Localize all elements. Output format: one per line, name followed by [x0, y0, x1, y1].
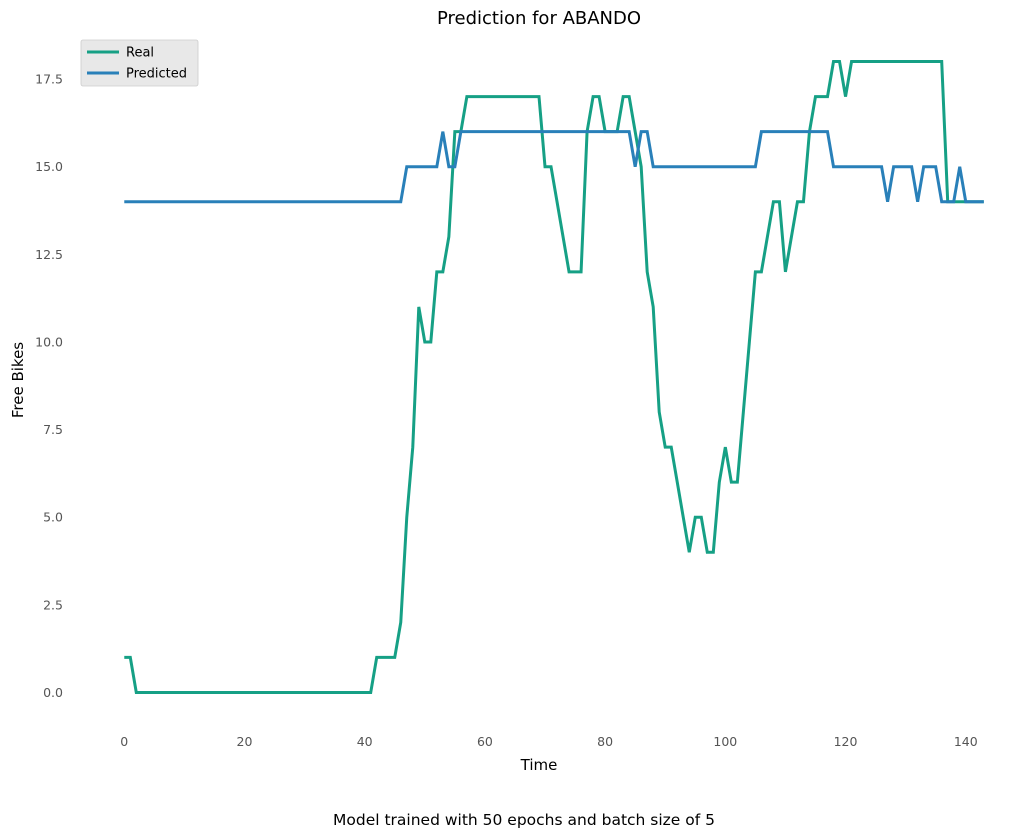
x-tick-label: 120 — [834, 734, 858, 749]
y-tick-label: 15.0 — [35, 159, 63, 174]
x-tick-label: 20 — [237, 734, 253, 749]
y-tick-label: 2.5 — [43, 597, 63, 612]
chart-title: Prediction for ABANDO — [437, 8, 641, 29]
x-tick-label: 40 — [357, 734, 373, 749]
y-axis-label: Free Bikes — [9, 342, 27, 418]
plot-lines — [124, 60, 984, 694]
y-tick-label: 10.0 — [35, 334, 63, 349]
y-tick-label: 12.5 — [35, 247, 63, 262]
x-axis-ticks: 0 20 40 60 80 100 120 140 — [120, 734, 977, 749]
series-line-predicted — [124, 130, 984, 204]
legend: Real Predicted — [80, 39, 199, 87]
y-tick-label: 5.0 — [43, 510, 63, 525]
y-axis-ticks: 0.0 2.5 5.0 7.5 10.0 12.5 15.0 17.5 — [35, 72, 63, 700]
x-tick-label: 100 — [713, 734, 737, 749]
x-axis-label: Time — [520, 756, 558, 774]
y-tick-label: 0.0 — [43, 685, 63, 700]
legend-label-predicted: Predicted — [126, 67, 187, 82]
legend-label-real: Real — [126, 46, 154, 61]
x-tick-label: 0 — [120, 734, 128, 749]
y-tick-label: 7.5 — [43, 422, 63, 437]
x-tick-label: 140 — [954, 734, 978, 749]
y-tick-label: 17.5 — [35, 72, 63, 87]
series-line-real — [124, 60, 984, 694]
x-tick-label: 60 — [477, 734, 493, 749]
x-tick-label: 80 — [597, 734, 613, 749]
chart-caption: Model trained with 50 epochs and batch s… — [333, 811, 715, 829]
